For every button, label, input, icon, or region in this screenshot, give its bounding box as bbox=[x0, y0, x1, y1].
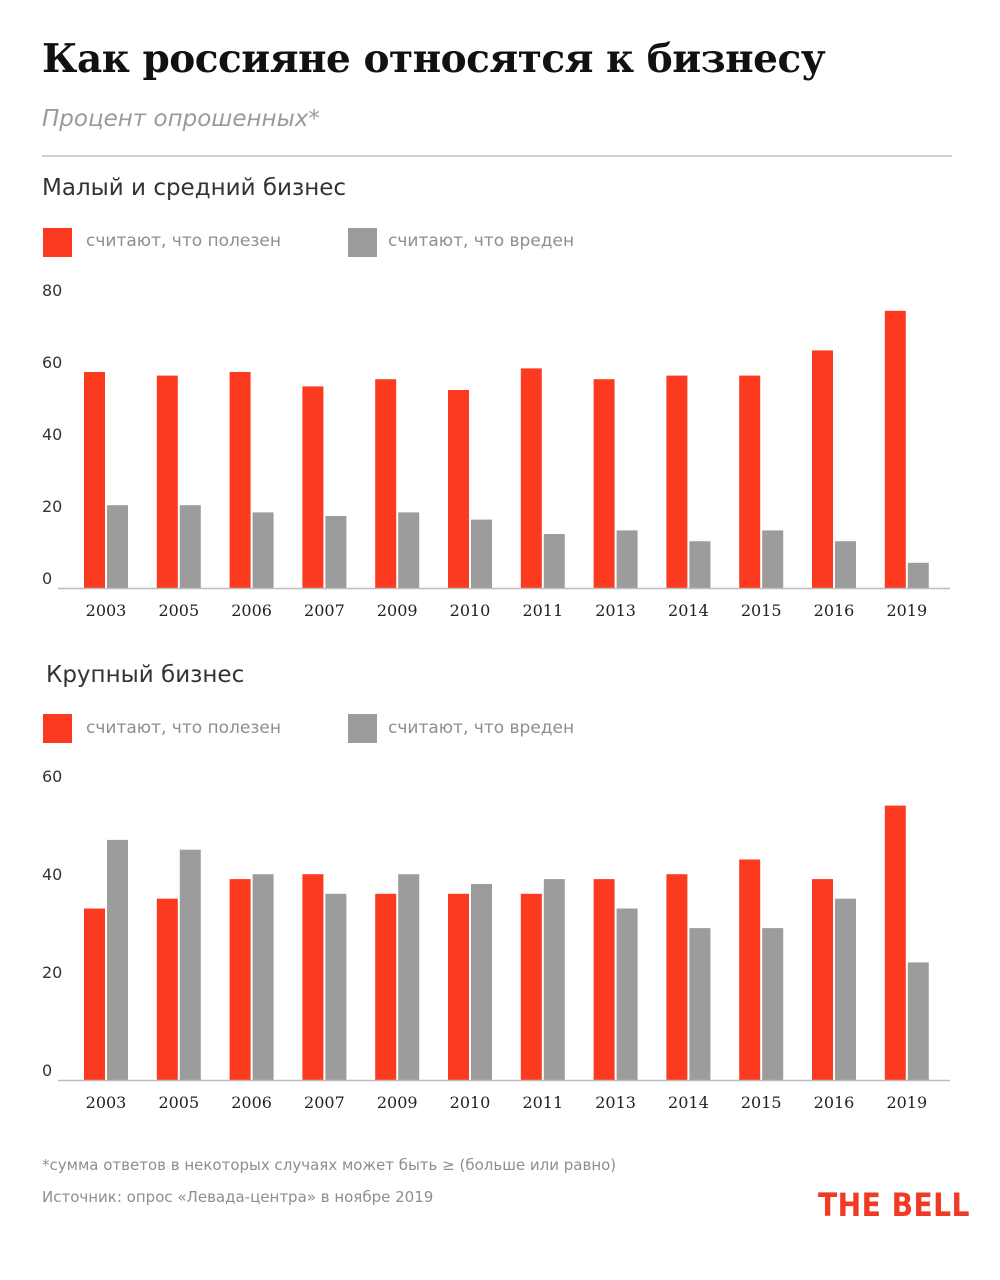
bar-useful bbox=[884, 805, 906, 1080]
x-tick-label: 2013 bbox=[595, 601, 636, 620]
x-tick-label: 2011 bbox=[522, 1093, 563, 1112]
bar-harmful bbox=[616, 908, 638, 1080]
bar-useful bbox=[739, 859, 761, 1080]
x-tick-label: 2007 bbox=[304, 1093, 345, 1112]
x-tick-label: 2014 bbox=[668, 1093, 709, 1112]
bar-harmful bbox=[689, 541, 711, 588]
bar-harmful bbox=[252, 512, 274, 588]
bar-useful bbox=[156, 898, 178, 1080]
bar-useful bbox=[302, 386, 324, 588]
bar-useful bbox=[520, 893, 542, 1080]
bar-harmful bbox=[543, 534, 565, 588]
x-tick-label: 2006 bbox=[231, 1093, 272, 1112]
bar-useful bbox=[229, 372, 251, 588]
page-title: Как россияне относятся к бизнесу bbox=[42, 36, 826, 82]
bar-useful bbox=[375, 893, 397, 1080]
y-tick-label: 60 bbox=[42, 767, 62, 786]
bar-harmful bbox=[325, 893, 347, 1080]
y-tick-label: 0 bbox=[42, 569, 52, 588]
y-tick-label: 80 bbox=[42, 281, 62, 300]
bar-harmful bbox=[252, 874, 274, 1080]
bar-harmful bbox=[325, 516, 347, 588]
bar-harmful bbox=[107, 839, 128, 1080]
bar-useful bbox=[666, 874, 688, 1080]
y-tick-label: 40 bbox=[42, 425, 62, 444]
chart-title-large: Крупный бизнес bbox=[46, 662, 245, 688]
bar-harmful bbox=[907, 962, 929, 1080]
chart-large: 0 20 40 60 2003 2005 2006 2007 2009 2010 2011 2013 2… bbox=[42, 767, 950, 1112]
x-tick-label: 2016 bbox=[814, 1093, 855, 1112]
bar-useful bbox=[448, 893, 469, 1080]
bar-harmful bbox=[543, 879, 565, 1080]
bar-useful bbox=[739, 375, 761, 588]
x-tick-label: 2005 bbox=[158, 601, 199, 620]
legend-swatch-harmful bbox=[348, 228, 377, 257]
bar-useful bbox=[666, 375, 688, 588]
legend-swatch-useful bbox=[43, 228, 72, 257]
x-tick-label: 2006 bbox=[231, 601, 272, 620]
bar-harmful bbox=[398, 874, 420, 1080]
footnote: *сумма ответов в некоторых случаях может… bbox=[42, 1156, 617, 1174]
bar-harmful bbox=[762, 928, 784, 1080]
bar-useful bbox=[448, 390, 469, 588]
legend-label-harmful: считают, что вреден bbox=[388, 231, 575, 251]
bar-harmful bbox=[107, 505, 128, 588]
bar-harmful bbox=[762, 530, 784, 588]
bar-harmful bbox=[907, 562, 929, 588]
bar-useful bbox=[84, 372, 105, 588]
bar-useful bbox=[302, 874, 324, 1080]
x-tick-label: 2013 bbox=[595, 1093, 636, 1112]
bar-harmful bbox=[835, 898, 856, 1080]
legend-swatch-harmful bbox=[348, 714, 377, 743]
x-tick-label: 2009 bbox=[377, 601, 418, 620]
y-tick-label: 0 bbox=[42, 1061, 52, 1080]
bar-harmful bbox=[616, 530, 638, 588]
y-tick-label: 20 bbox=[42, 497, 62, 516]
x-tick-label: 2019 bbox=[886, 601, 927, 620]
x-tick-label: 2016 bbox=[814, 601, 855, 620]
x-tick-label: 2007 bbox=[304, 601, 345, 620]
the-bell-logo: THE BELL bbox=[818, 1186, 970, 1224]
legend-label-useful: считают, что полезен bbox=[86, 718, 281, 738]
source-note: Источник: опрос «Левада-центра» в ноябре… bbox=[42, 1188, 434, 1206]
x-tick-label: 2019 bbox=[886, 1093, 927, 1112]
x-tick-label: 2015 bbox=[741, 601, 782, 620]
x-tick-label: 2014 bbox=[668, 601, 709, 620]
y-tick-label: 60 bbox=[42, 353, 62, 372]
x-tick-label: 2015 bbox=[741, 1093, 782, 1112]
bar-harmful bbox=[179, 849, 201, 1080]
bar-useful bbox=[84, 908, 105, 1080]
legend-swatch-useful bbox=[43, 714, 72, 743]
page-subtitle: Процент опрошенных* bbox=[42, 106, 320, 132]
x-tick-label: 2003 bbox=[86, 601, 127, 620]
chart-sme: 0 20 40 60 80 2003 2005 2006 2007 2009 2010 2011 201… bbox=[42, 281, 950, 620]
header-divider bbox=[42, 155, 952, 157]
chart-title-sme: Малый и средний бизнес bbox=[42, 175, 347, 201]
bar-useful bbox=[375, 379, 397, 588]
bar-useful bbox=[884, 310, 906, 588]
bar-harmful bbox=[689, 928, 711, 1080]
bar-harmful bbox=[398, 512, 420, 588]
x-tick-label: 2010 bbox=[450, 1093, 491, 1112]
legend-label-harmful: считают, что вреден bbox=[388, 718, 575, 738]
bar-harmful bbox=[179, 505, 201, 588]
bar-useful bbox=[812, 879, 833, 1080]
y-tick-label: 20 bbox=[42, 963, 62, 982]
y-tick-label: 40 bbox=[42, 865, 62, 884]
bar-useful bbox=[156, 375, 178, 588]
x-tick-label: 2010 bbox=[450, 601, 491, 620]
bar-useful bbox=[812, 350, 833, 588]
x-tick-label: 2011 bbox=[522, 601, 563, 620]
bar-useful bbox=[593, 879, 615, 1080]
x-tick-label: 2005 bbox=[158, 1093, 199, 1112]
bar-harmful bbox=[471, 884, 492, 1080]
bar-harmful bbox=[471, 519, 492, 588]
bar-useful bbox=[229, 879, 251, 1080]
legend-label-useful: считают, что полезен bbox=[86, 231, 281, 251]
bar-harmful bbox=[835, 541, 856, 588]
bar-useful bbox=[593, 379, 615, 588]
bar-useful bbox=[520, 368, 542, 588]
x-tick-label: 2009 bbox=[377, 1093, 418, 1112]
x-tick-label: 2003 bbox=[86, 1093, 127, 1112]
